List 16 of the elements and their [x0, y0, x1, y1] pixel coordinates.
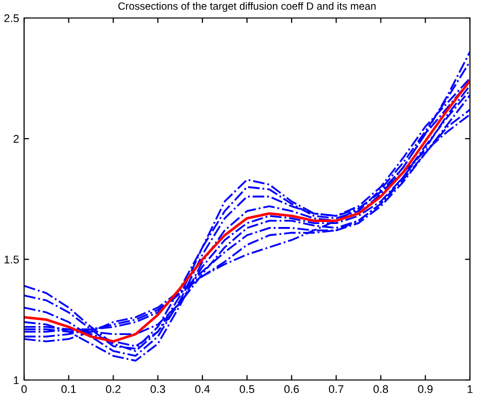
- x-tick-label: 0.7: [328, 385, 344, 394]
- y-tick-label: 1.5: [4, 256, 19, 264]
- y-tick-label: 2: [14, 134, 19, 143]
- y-tick-label: 1: [14, 376, 19, 384]
- x-tick-label: 0: [21, 385, 27, 394]
- x-tick-label: 0.3: [150, 385, 166, 394]
- y-tick-label: 2.5: [4, 14, 19, 22]
- x-tick-label: 0.6: [284, 385, 299, 394]
- chart-title: Crossections of the target diffusion coeff D and its mean: [118, 2, 376, 12]
- x-tick-label: 0.9: [418, 385, 433, 394]
- x-tick-label: 0.2: [106, 385, 120, 394]
- x-tick-label: 0.1: [61, 385, 76, 394]
- x-tick-label: 0.5: [240, 385, 254, 394]
- x-tick-label: 1: [468, 385, 472, 393]
- x-tick-label: 0.4: [195, 385, 210, 394]
- x-tick-label: 0.8: [373, 385, 388, 394]
